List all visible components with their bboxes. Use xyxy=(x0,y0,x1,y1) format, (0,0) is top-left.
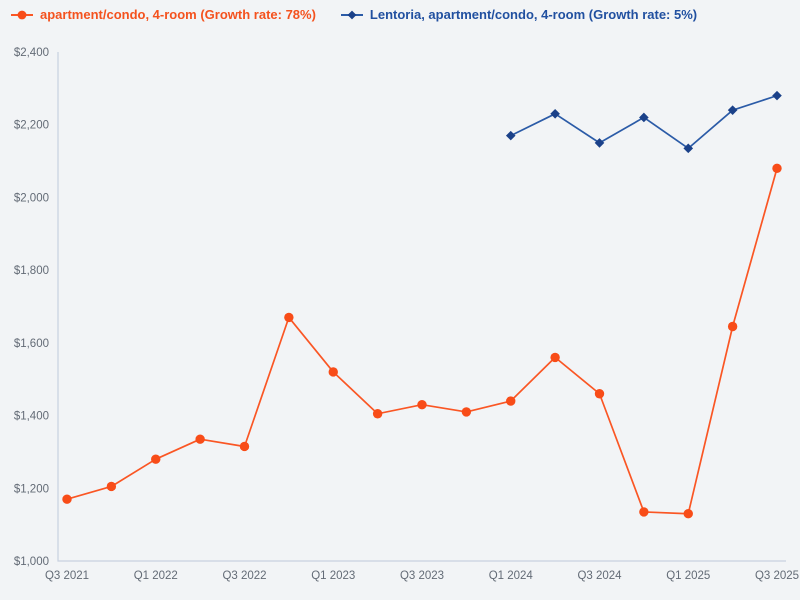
data-point-circle[interactable] xyxy=(461,407,472,417)
x-tick-label: Q1 2022 xyxy=(134,570,178,582)
y-tick-label: $1,800 xyxy=(14,265,49,277)
y-tick-label: $2,000 xyxy=(14,192,49,204)
x-tick-label: Q1 2025 xyxy=(666,570,710,582)
data-point-circle[interactable] xyxy=(195,434,205,444)
axis-lines xyxy=(57,52,786,562)
y-tick-label: $2,400 xyxy=(14,47,49,59)
y-tick-label: $1,000 xyxy=(14,556,49,568)
series-line-0 xyxy=(66,168,778,515)
data-point-circle[interactable] xyxy=(683,509,693,519)
data-point-circle[interactable] xyxy=(506,396,516,406)
data-point-diamond[interactable] xyxy=(594,138,605,148)
legend-label: apartment/condo, 4-room (Growth rate: 78… xyxy=(40,7,316,22)
x-tick-label: Q3 2024 xyxy=(577,570,622,582)
data-point-circle[interactable] xyxy=(594,389,605,399)
y-tick-label: $1,200 xyxy=(14,483,49,495)
data-point-circle[interactable] xyxy=(106,481,117,492)
legend-label: Lentoria, apartment/condo, 4-room (Growt… xyxy=(369,7,698,22)
data-point-circle[interactable] xyxy=(372,409,383,419)
legend-diamond-marker-icon xyxy=(340,10,363,19)
data-point-diamond[interactable] xyxy=(505,130,516,141)
x-tick-label: Q3 2025 xyxy=(755,570,799,582)
data-point-circle[interactable] xyxy=(772,163,782,174)
data-point-diamond[interactable] xyxy=(683,143,694,154)
data-point-circle[interactable] xyxy=(151,454,161,464)
x-tick-label: Q3 2022 xyxy=(222,570,266,582)
x-tick-label: Q1 2023 xyxy=(311,570,355,582)
y-tick-label: $2,200 xyxy=(14,120,49,132)
data-point-circle[interactable] xyxy=(62,494,72,504)
data-point-circle[interactable] xyxy=(417,399,427,410)
legend-item-lentoria[interactable]: Lentoria, apartment/condo, 4-room (Growt… xyxy=(340,7,697,22)
data-point-diamond[interactable] xyxy=(550,109,560,119)
data-point-circle[interactable] xyxy=(284,312,294,323)
y-tick-label: $1,400 xyxy=(14,411,49,423)
x-tick-label: Q3 2021 xyxy=(45,570,89,582)
legend-item-apartment-condo[interactable]: apartment/condo, 4-room (Growth rate: 78… xyxy=(10,7,316,22)
data-point-circle[interactable] xyxy=(328,367,338,377)
data-point-circle[interactable] xyxy=(639,507,649,517)
data-point-diamond[interactable] xyxy=(639,112,649,123)
x-tick-label: Q1 2024 xyxy=(489,570,534,582)
y-tick-label: $1,600 xyxy=(14,338,49,350)
legend-circle-marker-icon xyxy=(11,10,33,19)
chart-legend: apartment/condo, 4-room (Growth rate: 78… xyxy=(10,7,697,22)
data-point-circle[interactable] xyxy=(239,441,250,452)
data-point-circle[interactable] xyxy=(727,321,738,332)
data-point-circle[interactable] xyxy=(550,352,560,363)
x-tick-label: Q3 2023 xyxy=(400,570,444,582)
data-point-diamond[interactable] xyxy=(772,90,782,101)
data-point-diamond[interactable] xyxy=(727,105,738,115)
